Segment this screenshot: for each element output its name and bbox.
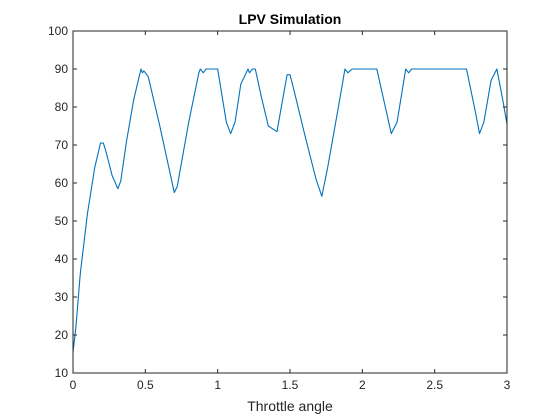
x-tick-label: 0 — [70, 378, 77, 392]
series-line-0 — [72, 68, 508, 353]
y-tick-label: 30 — [55, 290, 69, 304]
x-tick-label: 0.5 — [137, 378, 154, 392]
y-tick-label: 60 — [55, 176, 69, 190]
y-tick-label: 100 — [48, 24, 68, 38]
x-tick-label: 2.5 — [426, 378, 443, 392]
y-tick-label: 50 — [55, 214, 69, 228]
y-tick-label: 20 — [55, 328, 69, 342]
x-axis-label: Throttle angle — [247, 398, 333, 414]
y-tick-label: 90 — [55, 62, 69, 76]
x-tick-label: 3 — [504, 378, 511, 392]
y-tick-label: 40 — [55, 252, 69, 266]
x-tick-label: 1.5 — [282, 378, 299, 392]
y-tick-label: 70 — [55, 138, 69, 152]
x-tick-label: 2 — [359, 378, 366, 392]
y-tick-label: 80 — [55, 100, 69, 114]
chart-title: LPV Simulation — [239, 11, 342, 27]
plot-area: 0 0.5 1 1.5 2 2.5 3 10 20 30 40 50 60 70 80 90 100 — [48, 24, 511, 392]
x-tick-label: 1 — [214, 378, 221, 392]
y-tick-label: 10 — [55, 366, 69, 380]
